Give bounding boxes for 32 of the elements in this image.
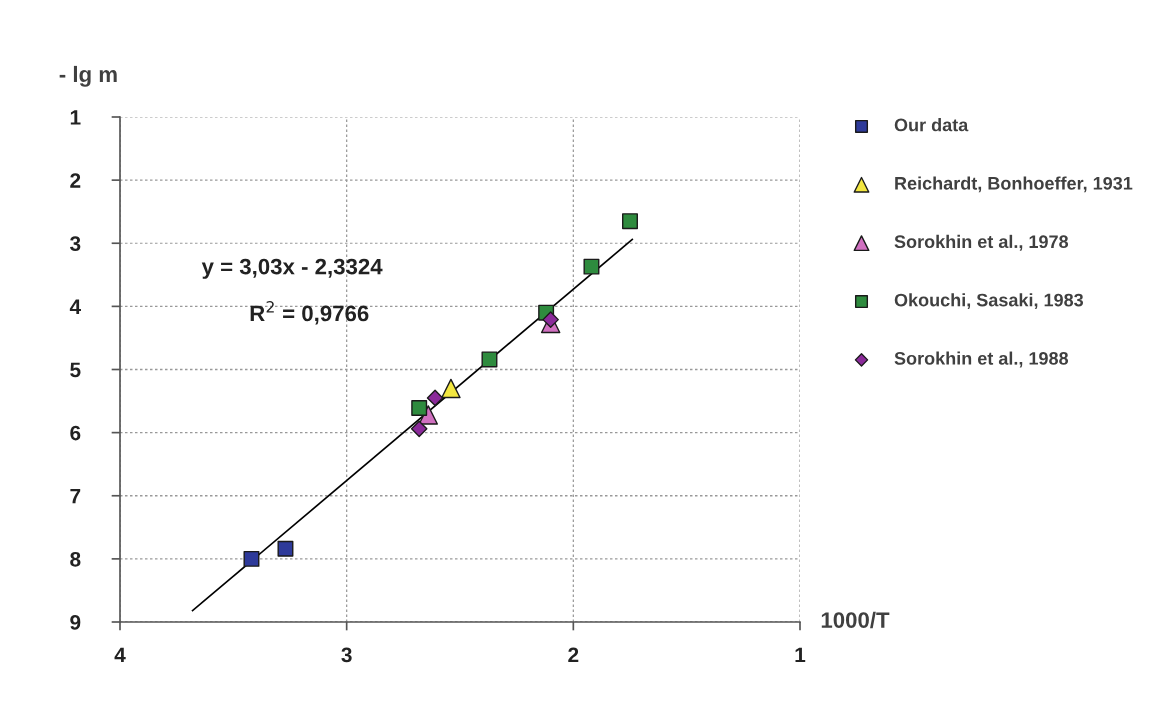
legend-label: Reichardt, Bonhoeffer, 1931 (895, 176, 1133, 193)
point (622, 213, 638, 230)
annotation: R$^{2}$ = 0,9766 (250, 301, 369, 325)
y-tick-label: 6 (70, 425, 81, 441)
point (410, 420, 428, 438)
legend-label: Sorokhin et al., 1988 (894, 351, 1069, 368)
point (277, 540, 294, 557)
x-tick-label: 4 (114, 647, 126, 663)
y-tick-label: 8 (70, 551, 81, 567)
y-tick-label: 5 (70, 362, 81, 378)
y-tick-label: 3 (70, 236, 81, 252)
x-tick-label: 2 (568, 647, 579, 663)
x-tick-label: 3 (341, 647, 352, 663)
point (441, 378, 461, 399)
point (583, 258, 600, 275)
y-tick-label: 7 (70, 488, 81, 504)
x-axis-title: 1000/T (821, 611, 890, 629)
y-axis-title: - lg m (59, 65, 117, 87)
legend-label: Okouchi, Sasaki, 1983 (894, 293, 1084, 310)
point (542, 311, 559, 328)
legend-label: Our data (894, 118, 969, 132)
y-tick-label: 2 (70, 173, 81, 188)
y-tick-label: 1 (70, 110, 81, 125)
annotation: y = 3,03x - 2,3324 (201, 258, 383, 279)
y-tick-label: 9 (70, 615, 81, 630)
x-tick-label: 1 (795, 647, 806, 663)
point (426, 389, 444, 407)
point (411, 400, 428, 416)
legend-label: Sorokhin et al., 1978 (894, 234, 1069, 251)
point (481, 351, 498, 368)
y-tick-label: 4 (69, 299, 81, 314)
point (243, 550, 260, 567)
